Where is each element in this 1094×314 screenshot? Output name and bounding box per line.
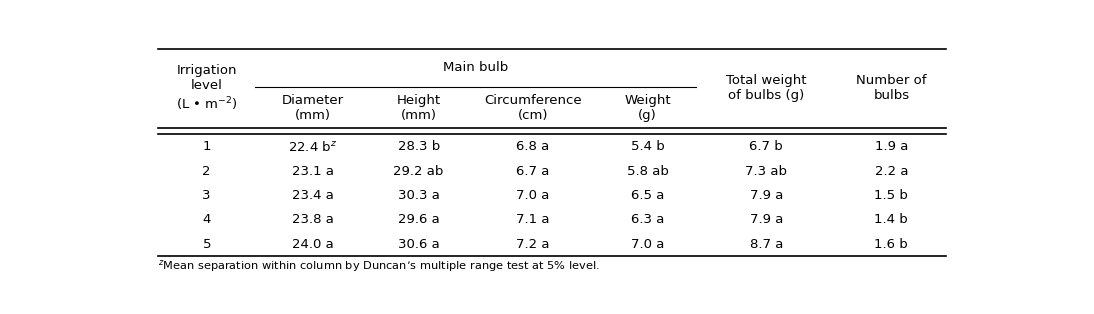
Text: 2: 2 <box>202 165 211 177</box>
Text: Weight
(g): Weight (g) <box>625 94 671 122</box>
Text: 28.3 b: 28.3 b <box>397 140 440 153</box>
Text: 22.4 b$^z$: 22.4 b$^z$ <box>288 140 337 154</box>
Text: Total weight
of bulbs (g): Total weight of bulbs (g) <box>726 74 806 102</box>
Text: $^z$Mean separation within column by Duncan’s multiple range test at 5% level.: $^z$Mean separation within column by Dun… <box>158 258 600 274</box>
Text: Irrigation
level
(L • m$^{-2}$): Irrigation level (L • m$^{-2}$) <box>176 64 237 113</box>
Text: 23.1 a: 23.1 a <box>292 165 334 177</box>
Text: 30.6 a: 30.6 a <box>398 238 440 251</box>
Text: 6.3 a: 6.3 a <box>631 213 664 226</box>
Text: 7.3 ab: 7.3 ab <box>745 165 788 177</box>
Text: 24.0 a: 24.0 a <box>292 238 334 251</box>
Text: 7.1 a: 7.1 a <box>516 213 550 226</box>
Text: 5.4 b: 5.4 b <box>631 140 664 153</box>
Text: 29.6 a: 29.6 a <box>398 213 440 226</box>
Text: Diameter
(mm): Diameter (mm) <box>281 94 344 122</box>
Text: Height
(mm): Height (mm) <box>397 94 441 122</box>
Text: 8.7 a: 8.7 a <box>749 238 783 251</box>
Text: 2.2 a: 2.2 a <box>874 165 908 177</box>
Text: 4: 4 <box>202 213 211 226</box>
Text: 5.8 ab: 5.8 ab <box>627 165 668 177</box>
Text: 30.3 a: 30.3 a <box>398 189 440 202</box>
Text: 1.4 b: 1.4 b <box>874 213 908 226</box>
Text: 5: 5 <box>202 238 211 251</box>
Text: 7.0 a: 7.0 a <box>516 189 550 202</box>
Text: 7.2 a: 7.2 a <box>516 238 550 251</box>
Text: 7.0 a: 7.0 a <box>631 238 664 251</box>
Text: 7.9 a: 7.9 a <box>749 189 783 202</box>
Text: 1.5 b: 1.5 b <box>874 189 908 202</box>
Text: 3: 3 <box>202 189 211 202</box>
Text: 1.6 b: 1.6 b <box>874 238 908 251</box>
Text: 23.4 a: 23.4 a <box>292 189 334 202</box>
Text: 6.5 a: 6.5 a <box>631 189 664 202</box>
Text: 6.8 a: 6.8 a <box>516 140 550 153</box>
Text: 23.8 a: 23.8 a <box>292 213 334 226</box>
Text: Main bulb: Main bulb <box>443 62 509 74</box>
Text: 6.7 a: 6.7 a <box>516 165 550 177</box>
Text: Circumference
(cm): Circumference (cm) <box>485 94 582 122</box>
Text: 1.9 a: 1.9 a <box>874 140 908 153</box>
Text: 6.7 b: 6.7 b <box>749 140 783 153</box>
Text: 7.9 a: 7.9 a <box>749 213 783 226</box>
Text: 1: 1 <box>202 140 211 153</box>
Text: 29.2 ab: 29.2 ab <box>394 165 444 177</box>
Text: Number of
bulbs: Number of bulbs <box>857 74 927 102</box>
